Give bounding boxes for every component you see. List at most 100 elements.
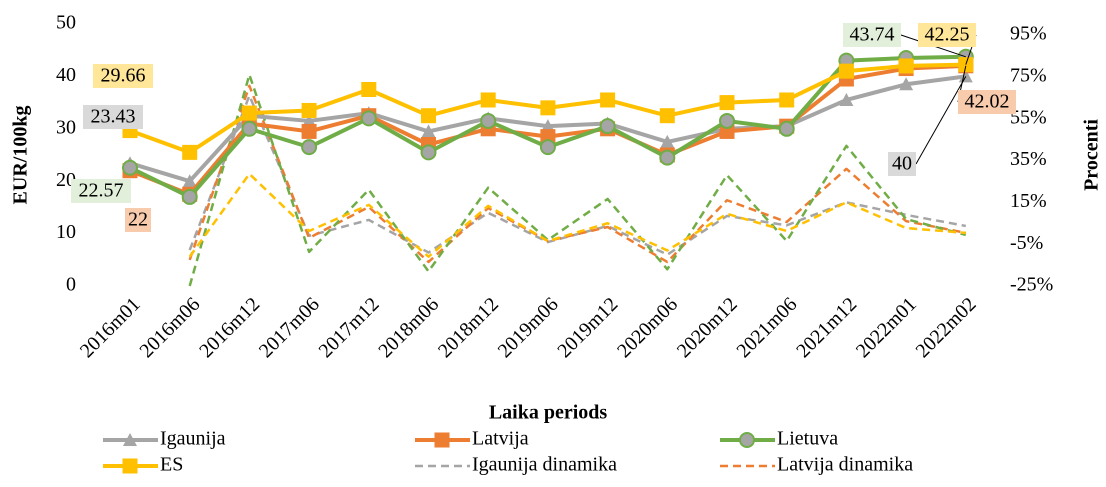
marker [301,123,317,139]
marker [540,119,555,133]
legend-label: Latvija dinamika [777,454,913,476]
legend-label: ES [160,454,183,476]
marker [241,120,258,137]
marker [898,58,914,74]
legend-item: Latvija [415,428,529,450]
marker [540,100,556,116]
y2-tick-label: -5% [1010,232,1043,254]
dynamics-line [188,73,967,287]
marker [719,112,735,129]
y-tick-label: 30 [56,116,76,138]
legend-label: Igaunija [160,428,226,450]
x-tick-label: 2020m12 [673,293,742,362]
marker [421,124,436,138]
marker [361,82,377,97]
x-tick-label: 2016m06 [135,293,204,362]
y2-tick-label: 55% [1010,106,1047,128]
marker [600,92,616,108]
data-label-box [83,105,143,129]
dynamics-line [188,84,967,264]
marker [181,188,198,205]
legend-marker [434,432,450,448]
marker [839,92,854,106]
marker [122,159,138,176]
data-label: 42.25 [925,24,970,46]
y2-axis-title: Procenti [1081,119,1103,191]
data-label: 22 [128,209,148,231]
marker [599,118,616,135]
legend-item: Igaunija [103,428,226,450]
marker [779,92,795,108]
y-tick-label: 10 [56,221,76,243]
data-label: 43.74 [850,24,895,46]
y-tick-label: 0 [66,274,76,296]
marker [778,120,795,137]
marker [719,95,735,111]
data-label-box [958,90,1016,114]
y2-tick-label: 75% [1010,64,1047,86]
marker [480,112,497,129]
x-tick-label: 2019m12 [553,293,622,362]
marker [360,110,377,127]
data-label-box [918,23,976,47]
x-tick-label: 2020m06 [613,293,682,362]
x-tick-label: 2021m06 [732,293,801,362]
x-tick-label: 2016m01 [76,293,145,362]
legend-label: Lietuva [777,428,838,450]
x-tick-label: 2019m06 [494,293,563,362]
y-tick-label: 40 [56,64,76,86]
data-label: 40 [892,153,912,175]
marker [301,102,317,118]
marker [182,144,198,160]
y-tick-label: 50 [56,12,76,34]
x-tick-label: 2017m12 [315,293,384,362]
data-label-box [71,179,131,203]
y2-tick-label: 35% [1010,148,1047,170]
legend-item: Lietuva [720,428,838,450]
legend-label: Latvija [472,428,529,450]
data-label-box [843,23,901,47]
marker [659,108,675,124]
y-axis-title: EUR/100kg [10,106,32,205]
y2-tick-label: 95% [1010,23,1047,45]
x-tick-label: 2018m12 [434,293,503,362]
data-label-box [93,64,153,88]
marker [899,77,914,91]
data-label: 23.43 [91,106,136,128]
x-tick-label: 2022m02 [912,293,981,362]
marker [241,105,257,121]
data-label-box [888,152,916,176]
data-label: 22.57 [79,180,124,202]
data-label-box [125,208,151,232]
legend-label: Igaunija dinamika [472,454,617,476]
y2-tick-label: 15% [1010,190,1047,212]
x-tick-label: 2022m01 [852,293,921,362]
data-label: 29.66 [101,65,146,87]
x-tick-label: 2017m06 [255,293,324,362]
marker [660,134,675,148]
dynamics-line [188,172,966,258]
legend-item: Latvija dinamika [720,454,913,476]
leader-line [915,76,967,165]
x-tick-label: 2018m06 [374,293,443,362]
data-label: 42.02 [965,91,1010,113]
marker [421,108,436,124]
marker [182,174,197,188]
legend-marker [739,432,755,448]
marker [539,139,556,156]
x-axis-title: Laika periods [489,402,608,424]
x-tick-label: 2016m12 [195,293,264,362]
y2-tick-label: -25% [1010,274,1053,296]
marker [301,139,318,156]
marker [420,144,437,161]
marker [659,149,676,166]
x-tick-label: 2021m12 [792,293,861,362]
legend-marker [122,458,138,474]
legend-item: ES [103,454,183,476]
marker [958,69,973,83]
legend-item: Igaunija dinamika [415,454,617,476]
marker [302,113,317,127]
marker [838,63,854,79]
legend-marker [123,433,137,446]
